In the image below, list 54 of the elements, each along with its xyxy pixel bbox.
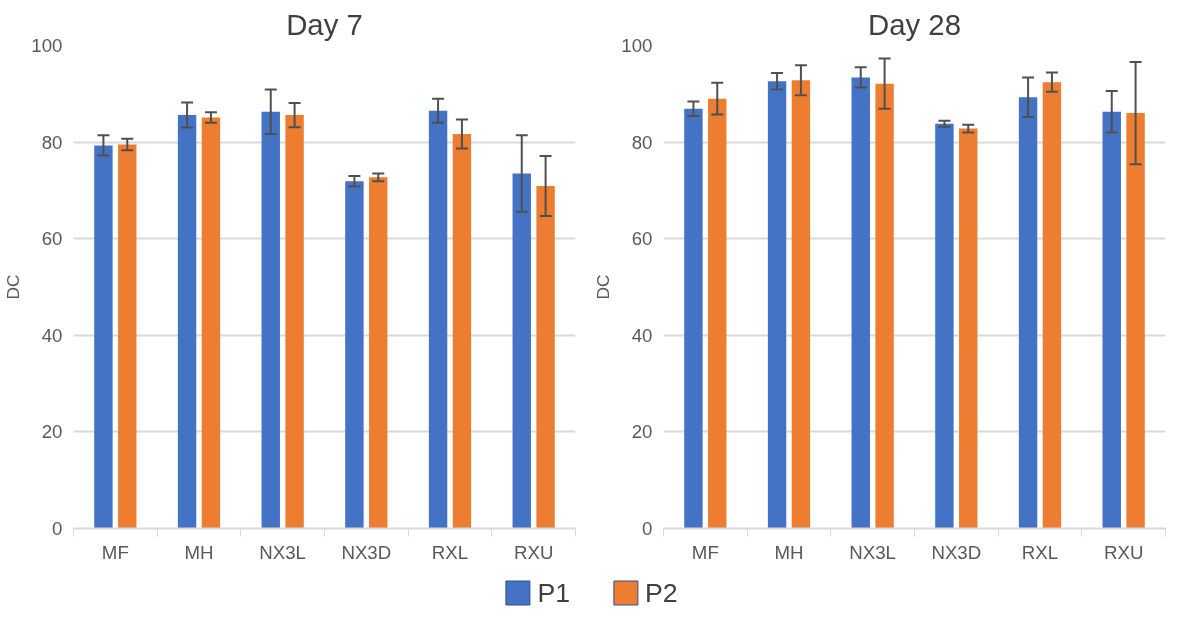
bar xyxy=(118,144,137,529)
bar xyxy=(1102,111,1121,529)
y-tick-label: 0 xyxy=(52,518,63,539)
legend-label: P2 xyxy=(645,577,678,608)
y-tick-label: 60 xyxy=(41,228,63,250)
bar xyxy=(345,181,364,529)
bar xyxy=(684,108,703,529)
bar xyxy=(1126,113,1145,529)
bar xyxy=(177,115,197,529)
bar xyxy=(369,177,388,529)
bar xyxy=(1018,97,1038,529)
chart-title: Day 28 xyxy=(868,7,961,41)
x-tick-label: RXU xyxy=(513,541,554,563)
y-tick-label: 80 xyxy=(631,131,653,153)
bar xyxy=(536,186,555,529)
bar xyxy=(935,123,954,529)
bar xyxy=(512,173,531,529)
x-tick-label: MF xyxy=(101,541,129,563)
y-tick-label: 100 xyxy=(31,35,63,56)
bar xyxy=(851,77,870,529)
y-tick-label: 40 xyxy=(41,324,63,346)
bar xyxy=(767,81,787,529)
y-axis-title: DC xyxy=(3,274,24,300)
x-tick-label: MH xyxy=(184,541,214,563)
x-tick-label: NX3L xyxy=(849,541,896,563)
bar xyxy=(959,128,978,529)
bar xyxy=(875,83,894,529)
x-tick-label: RXL xyxy=(431,541,469,563)
x-tick-label: RXL xyxy=(1021,541,1059,563)
y-tick-label: 100 xyxy=(621,35,653,56)
x-tick-label: MH xyxy=(774,541,804,563)
x-tick-label: MF xyxy=(691,541,719,563)
x-tick-label: NX3L xyxy=(259,541,306,563)
bar xyxy=(261,111,280,529)
y-axis-title: DC xyxy=(593,274,614,300)
y-tick-label: 60 xyxy=(631,228,653,250)
bar xyxy=(428,110,448,529)
x-tick-label: NX3D xyxy=(341,541,392,563)
x-tick-label: NX3D xyxy=(931,541,982,563)
bar xyxy=(285,115,304,529)
y-tick-label: 40 xyxy=(631,324,653,346)
bar xyxy=(201,117,221,529)
bar xyxy=(791,80,811,529)
bar xyxy=(452,133,472,529)
legend-label: P1 xyxy=(537,577,570,608)
x-tick-label: RXU xyxy=(1103,541,1144,563)
y-tick-label: 20 xyxy=(41,421,63,443)
bar xyxy=(708,98,727,529)
chart-title: Day 7 xyxy=(286,7,363,41)
y-tick-label: 20 xyxy=(631,421,653,443)
y-tick-label: 0 xyxy=(642,518,653,539)
bar xyxy=(94,145,113,529)
y-tick-label: 80 xyxy=(41,131,63,153)
bar xyxy=(1042,82,1062,529)
